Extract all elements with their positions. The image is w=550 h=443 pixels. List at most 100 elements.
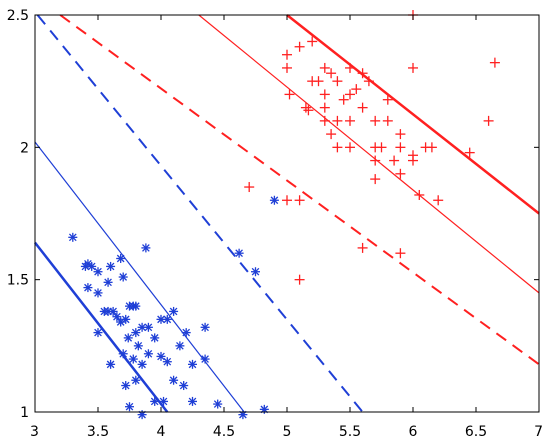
asterisk-point-47 bbox=[213, 399, 223, 409]
y-axis: 1 1.5 2 2.5 bbox=[7, 8, 539, 421]
plus-point-11 bbox=[489, 57, 500, 68]
plus-point-18 bbox=[389, 155, 400, 166]
plus-point-49 bbox=[303, 105, 314, 116]
asterisk-point-46 bbox=[188, 396, 197, 406]
plus-point-17 bbox=[395, 168, 406, 179]
asterisk-point-29 bbox=[106, 359, 116, 369]
plus-point-9 bbox=[464, 147, 475, 158]
asterisk-point-4 bbox=[93, 267, 103, 277]
asterisk-point-38 bbox=[162, 357, 172, 367]
plus-point-32 bbox=[351, 84, 362, 95]
asterisk-point-27 bbox=[143, 349, 153, 359]
plus-point-33 bbox=[357, 68, 368, 79]
x-tick-label-5: 5.5 bbox=[339, 424, 361, 440]
x-tick-label-2: 4 bbox=[157, 424, 166, 440]
plus-point-10 bbox=[483, 115, 494, 126]
asterisk-point-54 bbox=[259, 404, 269, 414]
plus-point-37 bbox=[332, 76, 343, 87]
y-tick-label-3: 2.5 bbox=[7, 8, 29, 24]
plus-point-19 bbox=[395, 129, 406, 140]
plus-point-43 bbox=[300, 102, 311, 113]
plus-point-39 bbox=[326, 68, 337, 79]
asterisk-point-48 bbox=[150, 396, 160, 406]
plus-point-5 bbox=[395, 248, 406, 259]
asterisk-point-32 bbox=[137, 359, 147, 369]
x-tick-label-0: 3 bbox=[30, 424, 39, 440]
plus-point-13 bbox=[408, 62, 418, 73]
asterisk-point-7 bbox=[93, 288, 103, 298]
plus-point-46 bbox=[282, 49, 292, 60]
plus-point-42 bbox=[313, 76, 324, 87]
plus-point-2 bbox=[294, 195, 305, 206]
asterisk-point-42 bbox=[179, 381, 189, 391]
asterisk-point-23 bbox=[131, 328, 141, 338]
line-5 bbox=[286, 14, 540, 215]
asterisk-point-53 bbox=[251, 267, 260, 277]
asterisk-point-13 bbox=[108, 306, 118, 316]
asterisk-point-55 bbox=[238, 410, 248, 420]
asterisk-point-37 bbox=[156, 351, 166, 361]
plus-point-15 bbox=[426, 142, 437, 153]
plus-point-34 bbox=[363, 76, 374, 87]
asterisk-point-18 bbox=[131, 301, 141, 311]
x-tick-label-6: 6 bbox=[409, 424, 418, 440]
plus-point-30 bbox=[345, 115, 355, 126]
asterisk-point-57 bbox=[125, 402, 134, 412]
line-2 bbox=[36, 14, 364, 413]
asterisk-point-43 bbox=[188, 359, 197, 369]
asterisk-point-10 bbox=[118, 272, 128, 282]
asterisk-point-6 bbox=[83, 283, 93, 293]
asterisk-point-19 bbox=[121, 314, 131, 324]
asterisk-point-45 bbox=[200, 322, 210, 332]
y-tick-label-0: 1 bbox=[20, 405, 29, 421]
plus-point-53 bbox=[370, 142, 381, 153]
decision-lines bbox=[34, 14, 540, 413]
asterisk-point-50 bbox=[141, 243, 151, 253]
plus-point-35 bbox=[357, 102, 368, 113]
asterisk-point-26 bbox=[133, 341, 143, 351]
line-3 bbox=[59, 14, 540, 366]
data-points bbox=[68, 10, 500, 420]
plus-point-25 bbox=[370, 174, 381, 185]
asterisk-point-21 bbox=[93, 328, 103, 338]
asterisk-point-49 bbox=[137, 410, 147, 420]
plus-point-24 bbox=[370, 155, 381, 166]
x-tick-label-1: 3.5 bbox=[87, 424, 109, 440]
x-tick-label-4: 5 bbox=[283, 424, 292, 440]
asterisk-point-14 bbox=[112, 312, 122, 322]
plus-point-45 bbox=[294, 41, 305, 52]
asterisk-point-8 bbox=[103, 277, 113, 287]
asterisk-point-44 bbox=[200, 354, 210, 364]
plus-point-48 bbox=[284, 89, 295, 100]
asterisk-point-9 bbox=[116, 253, 126, 263]
plus-point-22 bbox=[382, 94, 393, 105]
line-4 bbox=[198, 14, 540, 294]
asterisk-point-41 bbox=[169, 375, 179, 385]
asterisk-point-3 bbox=[87, 261, 97, 271]
x-tick-label-7: 6.5 bbox=[465, 424, 487, 440]
asterisk-point-22 bbox=[118, 349, 128, 359]
plus-point-51 bbox=[319, 115, 330, 126]
asterisk-point-33 bbox=[150, 333, 160, 343]
asterisk-point-24 bbox=[137, 322, 147, 332]
plus-point-7 bbox=[414, 189, 425, 200]
plus-point-52 bbox=[395, 142, 406, 153]
plus-point-29 bbox=[332, 115, 343, 126]
plus-point-40 bbox=[319, 89, 330, 100]
plus-point-1 bbox=[282, 195, 292, 206]
plus-point-54 bbox=[319, 102, 330, 113]
plus-point-3 bbox=[294, 274, 305, 285]
asterisk-point-39 bbox=[175, 341, 185, 351]
line-0 bbox=[34, 241, 169, 413]
asterisk-point-56 bbox=[269, 195, 279, 205]
plus-point-47 bbox=[282, 62, 292, 73]
line-1 bbox=[34, 141, 245, 413]
asterisk-point-30 bbox=[121, 381, 131, 391]
y-tick-label-1: 1.5 bbox=[7, 273, 29, 289]
asterisk-point-35 bbox=[162, 314, 172, 324]
asterisk-point-20 bbox=[123, 333, 133, 343]
plus-point-4 bbox=[357, 242, 368, 253]
asterisk-point-52 bbox=[234, 248, 244, 258]
y-tick-label-2: 2 bbox=[20, 140, 29, 156]
